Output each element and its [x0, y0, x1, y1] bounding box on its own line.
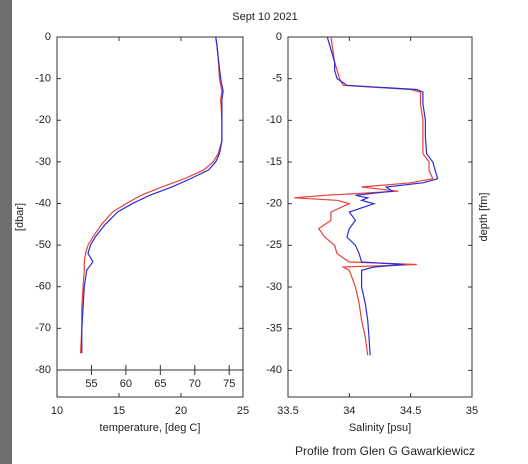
- x-tick-label: 20: [175, 405, 187, 417]
- y-tick-label: -25: [266, 239, 282, 251]
- x-tick-label: 34.5: [400, 405, 421, 417]
- y-tick-label: -20: [266, 198, 282, 210]
- x-axis-label: temperature, [deg C]: [100, 422, 201, 434]
- y-tick-label: -50: [35, 239, 51, 251]
- y-axis-label: depth [fm]: [478, 193, 490, 242]
- x-tick-label: 10: [51, 405, 63, 417]
- x2-tick-label: 70: [189, 378, 201, 390]
- x2-tick-label: 60: [120, 378, 132, 390]
- y-tick-label: -15: [266, 156, 282, 168]
- y-tick-label: -70: [35, 322, 51, 334]
- y-tick-label: -10: [266, 114, 282, 126]
- plot-frame: [287, 36, 473, 398]
- y-tick-label: -30: [266, 281, 282, 293]
- profile-line: [79, 36, 223, 354]
- footer: Profile from Glen G Gawarkiewicz: [295, 444, 475, 458]
- y-tick-label: -80: [35, 364, 51, 376]
- x-tick-label: 25: [237, 405, 249, 417]
- profile-line: [294, 36, 434, 356]
- y-tick-label: -30: [35, 156, 51, 168]
- y-tick-label: 0: [276, 31, 282, 43]
- y-tick-label: -5: [272, 73, 282, 85]
- y-tick-label: -20: [35, 114, 51, 126]
- photo-edge: [0, 0, 12, 464]
- x-tick-label: 34: [343, 405, 355, 417]
- y-tick-label: -40: [35, 197, 51, 209]
- y-axis-label: [dbar]: [14, 203, 26, 231]
- x2-tick-label: 55: [85, 378, 97, 390]
- x-axis-label: Salinity [psu]: [349, 422, 411, 434]
- y-tick-label: -40: [266, 364, 282, 376]
- y-tick-label: -35: [266, 323, 282, 335]
- x2-tick-label: 65: [154, 378, 166, 390]
- x-tick-label: 35: [466, 405, 478, 417]
- x2-tick-label: 75: [223, 378, 235, 390]
- title: Sept 10 2021: [232, 11, 297, 23]
- plot-frame: [56, 36, 244, 398]
- profile-line: [81, 36, 224, 354]
- y-tick-label: -10: [35, 73, 51, 85]
- y-tick-label: -60: [35, 281, 51, 293]
- x-tick-label: 33.5: [277, 405, 298, 417]
- profile-line: [326, 36, 439, 356]
- x-tick-label: 15: [113, 405, 125, 417]
- y-tick-label: 0: [45, 31, 51, 43]
